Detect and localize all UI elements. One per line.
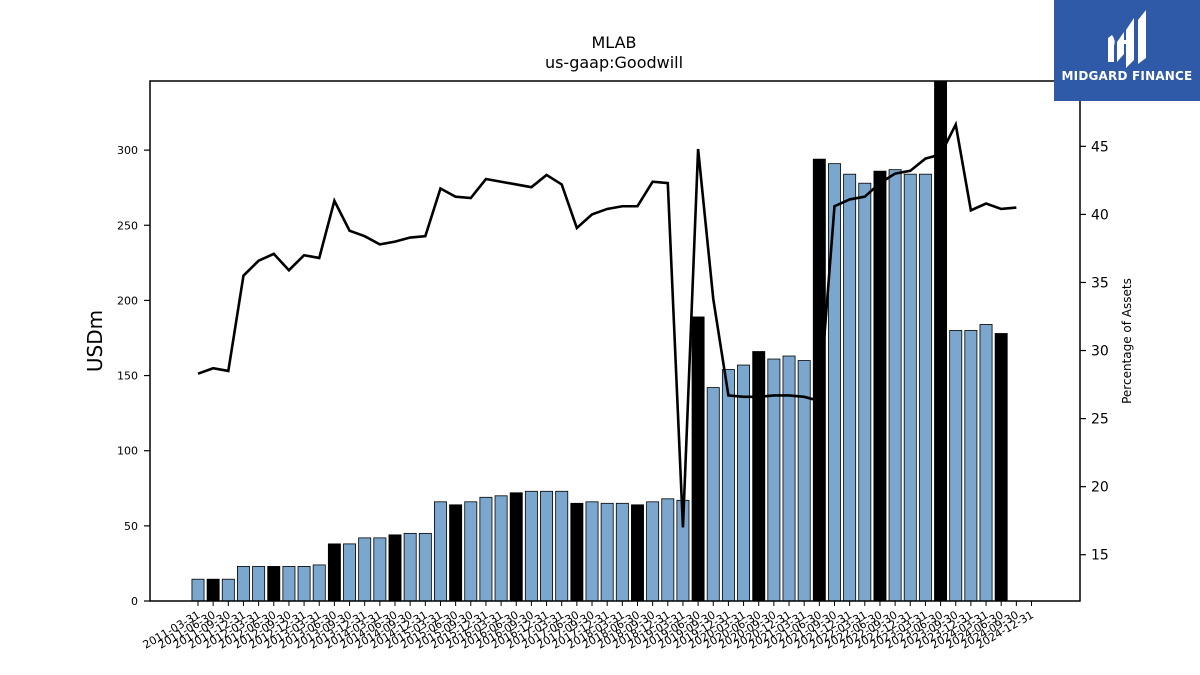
y-tick-label: 150 — [117, 370, 138, 383]
bar-2014-03-31 — [373, 537, 387, 602]
logo-text: MIDGARD FINANCE — [1061, 69, 1193, 83]
y-axis-label: USDm — [83, 310, 107, 372]
y-tick-label: 300 — [117, 144, 138, 157]
bar-2011-03-31 — [191, 578, 205, 602]
bar-2011-06-30 — [206, 578, 220, 602]
bar-2019-09-30 — [706, 387, 720, 602]
y2-tick-label: 35 — [1091, 275, 1109, 291]
bar-2016-06-30 — [509, 492, 523, 602]
bar-2016-09-30 — [524, 490, 538, 602]
bar-2013-03-31 — [312, 564, 326, 602]
left-axis-ticks: 0 50 100 150 200 250 300 — [117, 144, 150, 608]
chart-title: MLAB — [591, 33, 636, 52]
bar-2015-06-30 — [449, 504, 463, 602]
percentage-line — [197, 120, 1017, 528]
y2-axis-label: Percentage of Assets — [1120, 278, 1134, 404]
bar-2018-06-30 — [631, 504, 644, 602]
bar-2019-06-30 — [691, 316, 705, 602]
bar-2024-06-30 — [994, 333, 1008, 602]
bar-2020-03-31 — [737, 364, 751, 602]
bar-2019-12-31 — [721, 369, 735, 602]
bar-2013-12-31 — [358, 537, 372, 602]
bar-2022-09-30 — [888, 169, 902, 602]
y2-tick-label: 20 — [1091, 480, 1109, 496]
bar-2016-03-31 — [494, 495, 508, 602]
y-tick-label: 200 — [117, 294, 138, 307]
bar-2015-12-31 — [479, 496, 493, 602]
bar-2012-06-30 — [267, 566, 281, 602]
y2-tick-label: 45 — [1091, 139, 1109, 155]
bar-2014-06-30 — [388, 534, 402, 602]
bar-2021-12-31 — [843, 173, 857, 602]
bar-2016-12-31 — [540, 490, 554, 602]
bar-2011-09-30 — [221, 578, 235, 602]
bar-2022-06-30 — [873, 170, 887, 602]
bar-2018-03-31 — [615, 502, 629, 602]
bar-2011-12-31 — [236, 566, 250, 602]
bar-2022-12-31 — [903, 173, 917, 602]
bar-2024-03-31 — [979, 324, 993, 602]
y2-tick-label: 40 — [1091, 207, 1109, 223]
bar-2017-03-31 — [555, 490, 569, 602]
bar-2017-09-30 — [585, 501, 599, 602]
bar-2018-09-30 — [646, 501, 660, 602]
bar-2013-09-30 — [343, 543, 357, 602]
bar-2018-12-31 — [661, 498, 675, 602]
bar-2021-06-30 — [812, 158, 826, 602]
bar-2014-12-31 — [418, 532, 432, 602]
midgard-logo: MIDGARD FINANCE — [1054, 0, 1200, 101]
bar-2023-06-30 — [934, 80, 948, 602]
bar-2012-03-31 — [252, 566, 266, 602]
bar-2015-09-30 — [464, 501, 478, 602]
right-axis-ticks: 15 20 25 30 35 40 45 — [1080, 139, 1109, 564]
plot-frame — [149, 80, 1081, 602]
bars-group — [191, 80, 1008, 602]
x-axis-ticks: 2011-03-312011-06-302011-09-302011-12-31… — [141, 601, 1036, 652]
y-tick-label: 250 — [117, 219, 138, 232]
bar-2020-12-31 — [782, 355, 796, 602]
bar-2012-12-31 — [297, 566, 311, 602]
bar-2014-09-30 — [403, 532, 417, 602]
bar-2015-03-31 — [434, 501, 447, 602]
bar-2022-03-31 — [858, 182, 872, 602]
bar-2017-12-31 — [600, 502, 614, 602]
bar-2023-09-30 — [949, 330, 963, 602]
bar-2012-09-30 — [282, 566, 296, 602]
chart-subtitle: us-gaap:Goodwill — [545, 53, 683, 72]
y-tick-label: 100 — [117, 445, 138, 458]
bar-2020-06-30 — [752, 351, 766, 602]
y-tick-label: 50 — [124, 520, 138, 533]
bar-2021-09-30 — [828, 163, 841, 602]
bar-2017-06-30 — [570, 502, 584, 602]
y2-tick-label: 30 — [1091, 344, 1109, 360]
bar-2013-06-30 — [327, 543, 341, 602]
bar-2023-03-31 — [918, 173, 932, 602]
y-tick-label: 0 — [131, 595, 138, 608]
y2-tick-label: 15 — [1091, 548, 1109, 564]
bar-2023-12-31 — [964, 330, 978, 602]
midgard-logo-icon — [1108, 10, 1146, 68]
y2-tick-label: 25 — [1091, 412, 1109, 428]
